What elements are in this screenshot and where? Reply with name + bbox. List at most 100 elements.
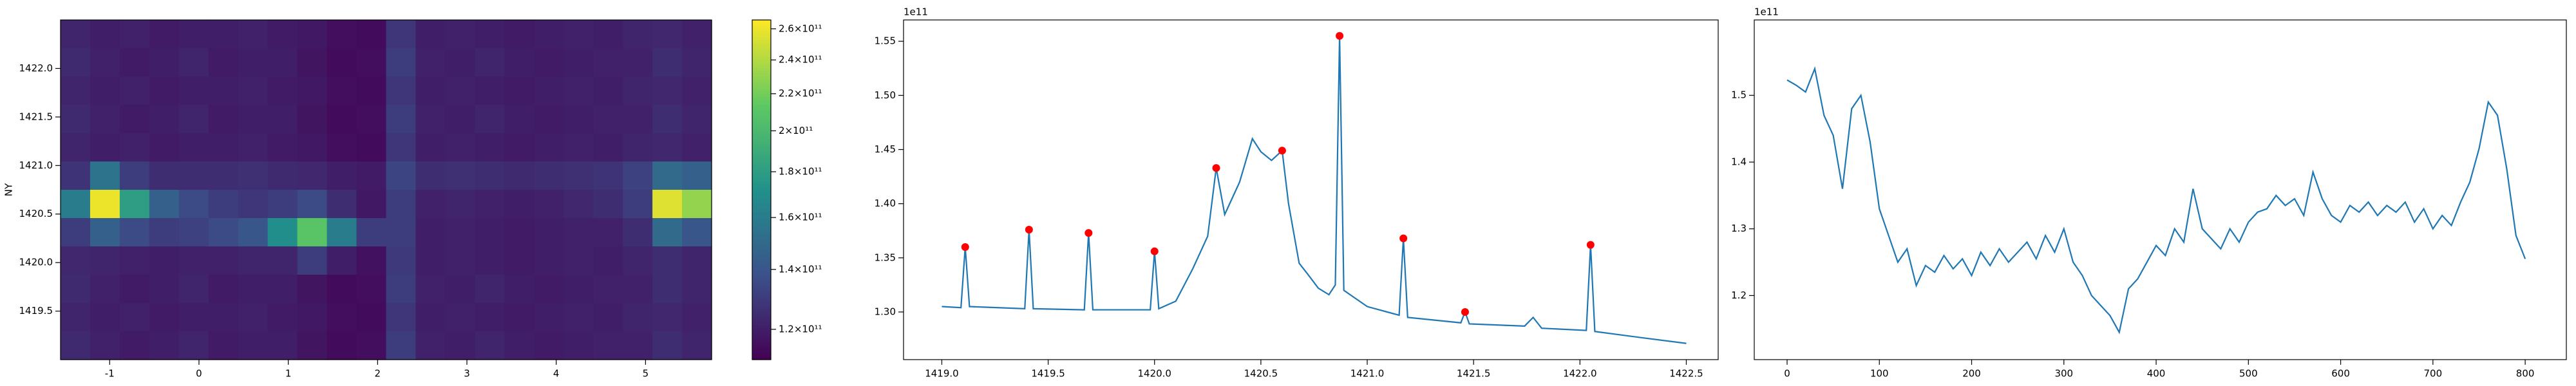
- y-tick-label: 1420.5: [19, 208, 53, 219]
- heatmap-cell: [593, 105, 623, 134]
- colorbar-slice: [752, 147, 771, 151]
- heatmap-cell: [149, 161, 180, 190]
- heatmap-cell: [208, 190, 239, 219]
- heatmap-cell: [61, 105, 91, 134]
- heatmap-cell: [119, 246, 150, 275]
- colorbar-slice: [752, 311, 771, 315]
- heatmap-cell: [356, 77, 387, 106]
- heatmap-cell: [61, 161, 91, 190]
- heatmap-cell: [178, 275, 209, 304]
- heatmap-cell: [386, 133, 417, 162]
- colorbar-slice: [752, 37, 771, 41]
- heatmap-cell: [208, 331, 239, 360]
- heatmap-cell: [504, 303, 535, 332]
- y-tick-label: 1.3: [1731, 223, 1747, 234]
- heatmap-cell: [682, 48, 712, 77]
- heatmap-cell: [652, 161, 683, 190]
- x-tick-label: -1: [105, 368, 115, 380]
- peak-marker: [1084, 229, 1093, 237]
- heatmap-cell: [593, 246, 623, 275]
- heatmap-cell: [61, 77, 91, 106]
- y-tick-label: 1.45: [875, 143, 896, 155]
- colorbar-frame: [752, 19, 772, 360]
- heatmap-cell: [356, 48, 387, 77]
- colorbar-slice: [752, 249, 771, 253]
- heatmap-cell: [208, 48, 239, 77]
- colorbar-slice: [752, 314, 771, 318]
- x-tick-label: 3: [464, 368, 470, 380]
- heatmap-cell: [149, 275, 180, 304]
- heatmap-cell: [208, 303, 239, 332]
- colorbar-slice: [752, 320, 771, 324]
- colorbar-slice: [752, 195, 771, 199]
- x-tick-label: 100: [1870, 368, 1889, 380]
- heatmap-cell: [267, 77, 298, 106]
- colorbar-slice: [752, 161, 771, 165]
- heatmap-cell: [149, 77, 180, 106]
- heatmap-cell: [356, 246, 387, 275]
- x-tick-label: 300: [2054, 368, 2073, 380]
- peak-marker: [961, 243, 969, 251]
- heatmap-cell: [297, 105, 328, 134]
- colorbar-slice: [752, 110, 771, 114]
- heatmap-cell: [623, 105, 653, 134]
- heatmap-cell: [593, 20, 623, 49]
- heatmap-cell: [208, 77, 239, 106]
- heatmap-cell: [504, 77, 535, 106]
- heatmap-cell: [564, 133, 594, 162]
- line: [942, 35, 1687, 344]
- heatmap-cell: [149, 48, 180, 77]
- heatmap-cell: [475, 48, 505, 77]
- heatmap-cell: [119, 331, 150, 360]
- heatmap-cell: [267, 303, 298, 332]
- colorbar-tick-label: 1.8×10¹¹: [779, 165, 822, 177]
- x-tick-label: 500: [2239, 368, 2258, 380]
- x-tick-label: 800: [2516, 368, 2535, 380]
- colorbar-slice: [752, 342, 771, 346]
- colorbar-slice: [752, 53, 771, 57]
- colorbar-slice: [752, 150, 771, 154]
- y-tick-label: 1419.5: [19, 305, 53, 317]
- heatmap-cell: [415, 303, 446, 332]
- x-tick-label: 1: [285, 368, 292, 380]
- y-tick-label: 1420.0: [19, 257, 53, 268]
- heatmap-cell: [534, 303, 564, 332]
- heatmap-cell: [623, 218, 653, 247]
- heatmap-cell: [682, 133, 712, 162]
- heatmap-cell: [61, 20, 91, 49]
- heatmap-cell: [238, 161, 269, 190]
- colorbar-slice: [752, 261, 771, 264]
- colorbar-slice: [752, 334, 771, 338]
- colorbar-slice: [752, 107, 771, 111]
- heatmap-cell: [61, 218, 91, 247]
- x-tick-label: 1422.5: [1669, 368, 1703, 380]
- heatmap-cell: [297, 161, 328, 190]
- x-tick-label: 1422.0: [1563, 368, 1597, 380]
- peak-marker: [1025, 226, 1033, 234]
- colorbar-slice: [752, 28, 771, 32]
- colorbar-slice: [752, 91, 771, 94]
- heatmap-cell: [327, 246, 357, 275]
- heatmap-cell: [652, 190, 683, 219]
- heatmap-cell: [267, 275, 298, 304]
- heatmap-cell: [178, 246, 209, 275]
- heatmap-cell: [297, 331, 328, 360]
- y-tick-label: 1422.0: [19, 62, 53, 74]
- heatmap-cell: [208, 20, 239, 49]
- colorbar-slice: [752, 356, 771, 360]
- heatmap-cell: [652, 331, 683, 360]
- colorbar-slice: [752, 275, 771, 278]
- heatmap-cell: [61, 48, 91, 77]
- heatmap-cell: [327, 190, 357, 219]
- heatmap-cell: [178, 331, 209, 360]
- heatmap-cell: [267, 246, 298, 275]
- heatmap-cell: [623, 161, 653, 190]
- heatmap-cell: [504, 48, 535, 77]
- heatmap-cell: [623, 48, 653, 77]
- heatmap-cell: [682, 331, 712, 360]
- colorbar-tick-label: 2.2×10¹¹: [779, 87, 822, 99]
- colorbar-slice: [752, 133, 771, 136]
- heatmap-cell: [415, 77, 446, 106]
- heatmap-cell: [415, 20, 446, 49]
- colorbar-slice: [752, 294, 771, 298]
